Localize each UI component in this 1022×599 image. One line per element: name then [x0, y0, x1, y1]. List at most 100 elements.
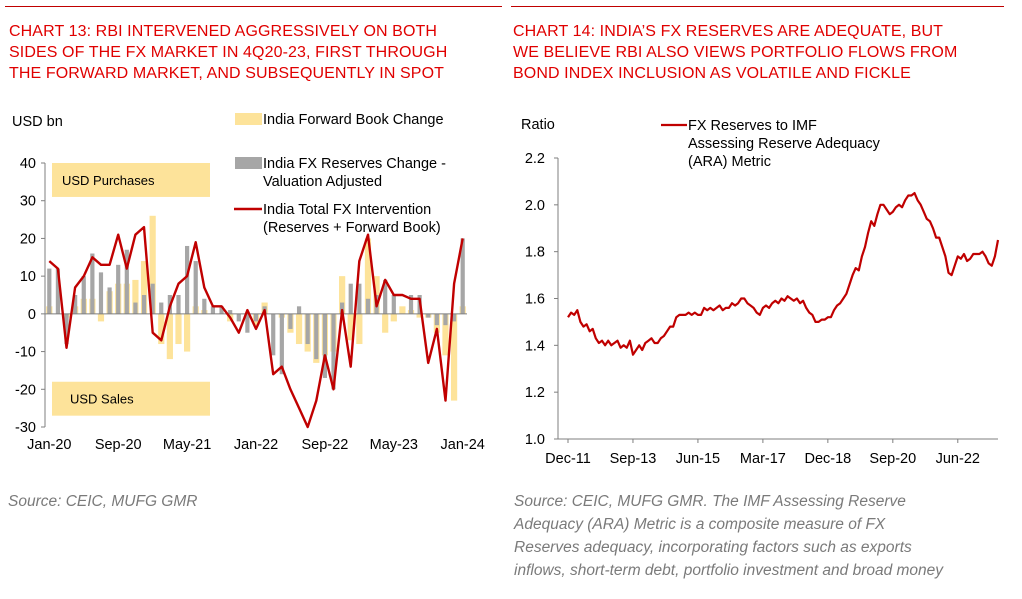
reserves-change-bar — [460, 238, 465, 314]
y-axis-label: USD bn — [12, 114, 63, 130]
reserves-change-bar — [219, 306, 224, 314]
x-tick-label: Jan-20 — [27, 437, 71, 453]
y-tick-label: 1.8 — [525, 245, 545, 261]
y-tick-label: 20 — [20, 231, 36, 247]
forward-book-bar — [399, 306, 406, 314]
reserves-change-bar — [124, 249, 129, 314]
right-source-line-4: inflows, short-term debt, portfolio inve… — [514, 562, 944, 579]
reserves-change-bar — [357, 283, 362, 314]
reserves-change-bar — [210, 306, 216, 314]
reserves-change-bar — [451, 313, 457, 322]
right-title-line-2: WE BELIEVE RBI ALSO VIEWS PORTFOLIO FLOW… — [513, 44, 958, 61]
forward-book-bar — [140, 261, 148, 314]
legend-label: (ARA) Metric — [688, 154, 771, 170]
reserves-change-bar — [348, 283, 353, 314]
x-tick-label: Jun-15 — [676, 451, 720, 467]
reserves-change-bar — [228, 310, 233, 314]
legend-swatch — [235, 113, 262, 125]
reserves-change-bar — [159, 302, 164, 314]
reserves-change-bar — [331, 313, 336, 390]
reserves-change-bar — [81, 276, 86, 314]
x-tick-label: Jan-24 — [441, 437, 485, 453]
left-title-line-2: SIDES OF THE FX MARKET IN 4Q20-23, FIRST… — [9, 44, 448, 61]
y-tick-label: 1.2 — [525, 385, 545, 401]
x-tick-label: Dec-18 — [804, 451, 851, 467]
reserves-change-bar — [176, 295, 181, 314]
forward-book-bar — [295, 313, 303, 345]
right-source-line-2: Adequacy (ARA) Metric is a composite mea… — [514, 516, 886, 533]
y-tick-label: -20 — [15, 382, 36, 398]
y-axis-label: Ratio — [521, 117, 555, 133]
forward-book-bar — [158, 313, 165, 345]
right-chart-title: CHART 14: INDIA’S FX RESERVES ARE ADEQUA… — [513, 21, 1008, 84]
forward-book-bar — [390, 313, 397, 322]
reserves-change-bar — [245, 313, 250, 333]
reserves-change-bar — [434, 313, 439, 326]
reserves-change-bar — [408, 295, 414, 314]
reserves-change-bar — [443, 313, 448, 326]
reserves-change-bar — [98, 272, 104, 314]
reserves-change-bar — [383, 279, 388, 314]
forward-book-bar — [382, 313, 389, 333]
y-tick-label: 2.2 — [525, 151, 545, 167]
x-tick-label: Mar-17 — [740, 451, 786, 467]
forward-book-bar — [347, 313, 354, 341]
reserves-change-bar — [322, 313, 327, 378]
forward-book-bar — [364, 238, 372, 314]
reserves-change-bar — [107, 287, 112, 314]
forward-book-bar — [356, 313, 363, 345]
y-tick-label: -30 — [15, 420, 36, 436]
usd-purchases-label: USD Purchases — [62, 173, 155, 188]
right-title-line-3: BOND INDEX INCLUSION AS VOLATILE AND FIC… — [513, 65, 911, 82]
forward-book-bar — [450, 313, 458, 401]
y-tick-label: 2.0 — [525, 198, 545, 214]
reserves-change-bar — [340, 302, 345, 314]
forward-book-bar — [442, 313, 449, 356]
reserves-change-bar — [133, 302, 138, 314]
x-tick-label: Sep-20 — [95, 437, 142, 453]
reserves-change-bar — [271, 313, 276, 356]
fx-intervention-chart: USD Purchases USD Sales USD bn -30 -20 -10 0 10… — [12, 112, 485, 453]
reserves-change-bar — [305, 313, 310, 345]
right-source-note: Source: CEIC, MUFG GMR. The IMF Assessin… — [514, 490, 943, 582]
y-tick-label: 0 — [28, 307, 36, 323]
legend-label: India Total FX Intervention — [263, 202, 431, 218]
reserves-change-bar — [365, 298, 371, 314]
reserves-change-bar — [288, 313, 293, 329]
legend-label: Assessing Reserve Adequacy — [688, 136, 881, 152]
x-tick-label: Sep-13 — [610, 451, 657, 467]
reserves-change-bar — [90, 253, 95, 314]
x-tick-label: May-21 — [163, 437, 211, 453]
y-tick-label: 40 — [20, 156, 36, 172]
right-source-line-1: Source: CEIC, MUFG GMR. The IMF Assessin… — [514, 493, 906, 510]
left-title-line-3: THE FORWARD MARKET, AND SUBSEQUENTLY IN … — [9, 65, 444, 82]
forward-book-bar — [149, 215, 156, 314]
fx-reserves-adequacy-chart: Ratio 1.0 1.2 1.4 1.6 1.8 2.0 2.2 Dec-11 Sep-13 Ju… — [521, 117, 1000, 467]
reserves-change-bar — [185, 245, 190, 314]
forward-book-bar — [184, 313, 191, 352]
forward-book-bar — [175, 313, 182, 345]
reserves-change-bar — [202, 298, 207, 314]
legend-label: Valuation Adjusted — [263, 174, 382, 190]
forward-book-bar — [97, 313, 105, 322]
left-title-line-1: CHART 13: RBI INTERVENED AGGRESSIVELY ON… — [9, 23, 438, 40]
legend-label: India Forward Book Change — [263, 112, 444, 128]
legend-label: (Reserves + Forward Book) — [263, 220, 441, 236]
y-tick-label: 30 — [20, 194, 36, 210]
legend-label: India FX Reserves Change - — [263, 156, 446, 172]
x-tick-label: Jan-22 — [234, 437, 278, 453]
reserves-change-bar — [141, 295, 147, 314]
left-source-note: Source: CEIC, MUFG GMR — [8, 493, 198, 510]
forward-book-bar — [339, 276, 346, 314]
usd-purchases-label-box — [52, 163, 210, 197]
forward-book-bar — [166, 313, 173, 360]
left-chart-title: CHART 13: RBI INTERVENED AGGRESSIVELY ON… — [9, 21, 504, 84]
reserves-change-bar — [73, 295, 78, 314]
total-intervention-line — [48, 225, 464, 429]
right-source-line-3: Reserves adequacy, incorporating factors… — [514, 539, 912, 556]
left-title-rule — [5, 6, 502, 7]
x-tick-label: Sep-20 — [869, 451, 916, 467]
reserves-change-bar — [150, 283, 155, 314]
ara-ratio-line — [567, 191, 1000, 356]
reserves-change-bar — [426, 313, 431, 318]
